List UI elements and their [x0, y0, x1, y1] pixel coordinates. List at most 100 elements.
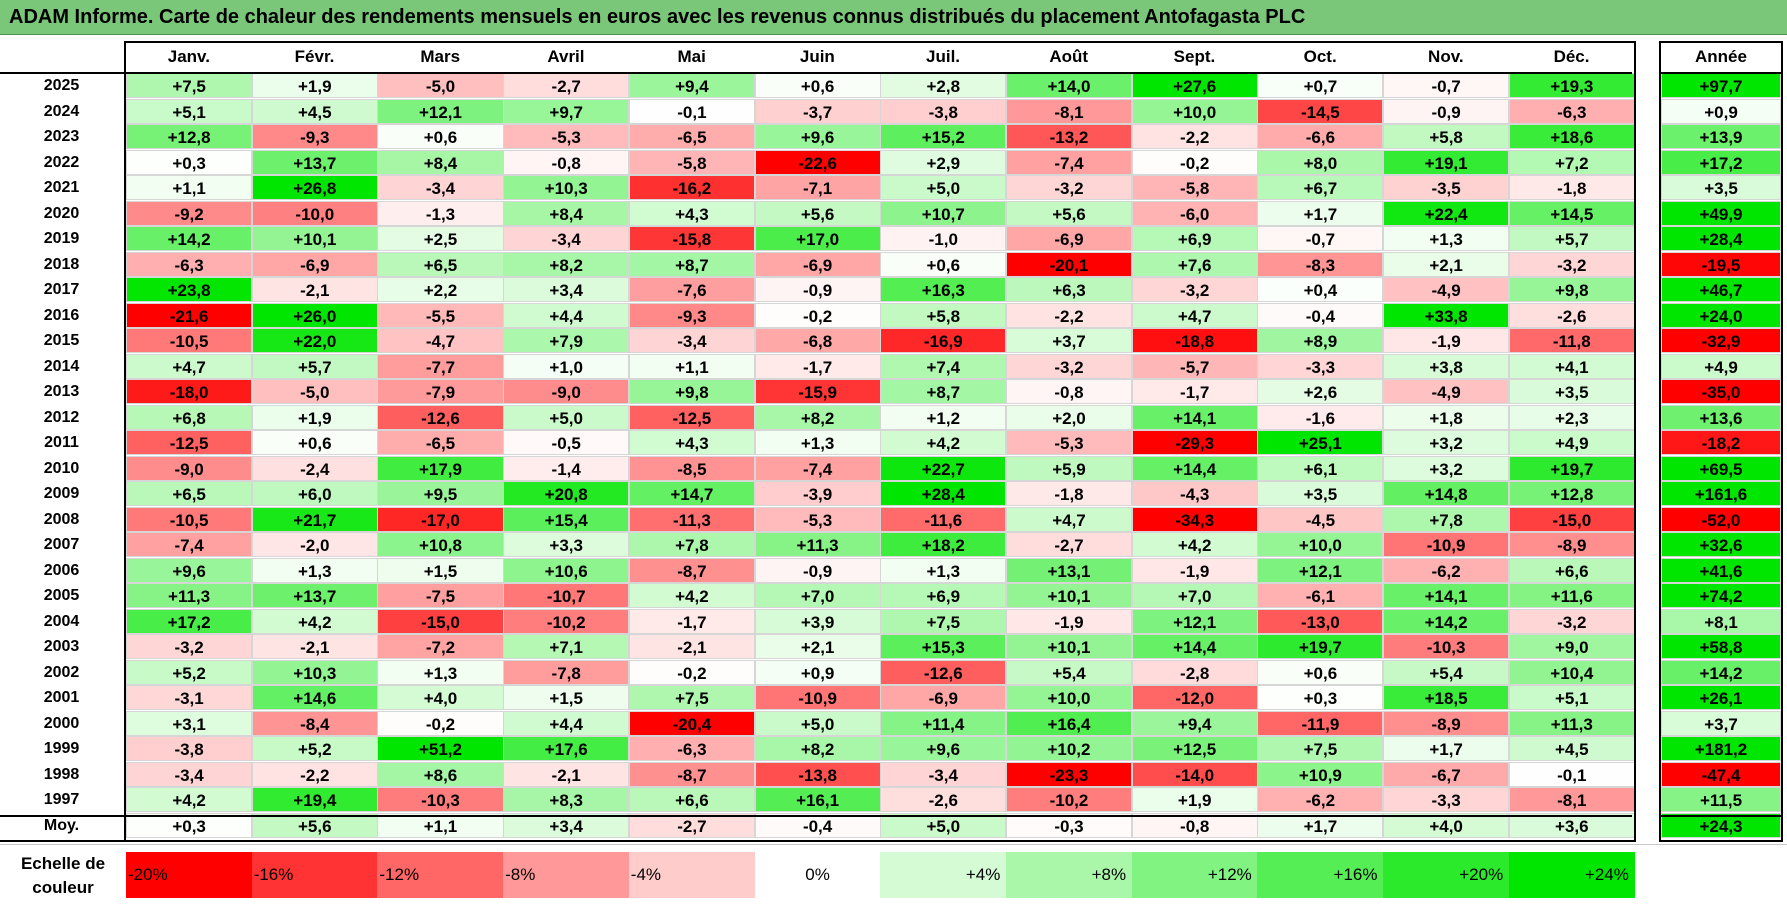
heatmap-cell: -10,7: [503, 583, 630, 608]
month-header: Sept.: [1173, 47, 1216, 66]
avg-cell: +3,4: [503, 813, 630, 838]
heatmap-cell: -17,0: [377, 506, 504, 532]
heatmap-cell: +10,3: [503, 175, 630, 200]
heatmap-cell: +0,6: [251, 430, 378, 455]
heatmap-cell: -1,7: [754, 353, 881, 379]
heatmap-cell: +12,5: [1131, 736, 1258, 761]
heatmap-cell: -3,8: [880, 98, 1007, 124]
heatmap-cell: -0,8: [1005, 379, 1133, 404]
heatmap-cell: +18,5: [1383, 685, 1510, 710]
heatmap-cell: +1,9: [251, 73, 378, 98]
annual-cell: +41,6: [1661, 557, 1781, 583]
color-scale-swatch: -12%: [377, 852, 504, 898]
heatmap-cell: -8,4: [251, 710, 378, 736]
heatmap-cell: -3,5: [1383, 175, 1510, 200]
avg-cell: +5,6: [251, 813, 378, 838]
annual-cell: +28,4: [1661, 226, 1781, 251]
heatmap-cell: +4,3: [628, 430, 755, 455]
heatmap-cell: +15,3: [880, 634, 1007, 659]
heatmap-cell: +5,1: [1508, 685, 1635, 710]
heatmap-cell: +7,5: [126, 73, 253, 98]
heatmap-cell: -3,4: [880, 761, 1007, 787]
avg-cell: +0,3: [126, 813, 253, 838]
heatmap-cell: +11,3: [1508, 710, 1635, 736]
heatmap-cell: +8,4: [503, 200, 630, 226]
heatmap-cell: -0,8: [503, 149, 630, 175]
heatmap-cell: -6,9: [754, 251, 881, 277]
heatmap-cell: -9,3: [628, 302, 755, 328]
heatmap-cell: -12,0: [1131, 685, 1258, 710]
heatmap-cell: -9,0: [126, 455, 253, 481]
chart-title: ADAM Informe. Carte de chaleur des rende…: [9, 6, 1306, 28]
avg-separator-annual: [1659, 814, 1783, 817]
heatmap-cell: -5,8: [1131, 175, 1258, 200]
annual-cell: +181,2: [1661, 736, 1781, 761]
heatmap-cell: +4,3: [628, 200, 755, 226]
heatmap-cell: -9,3: [251, 124, 378, 149]
annual-cell: +69,5: [1661, 455, 1781, 481]
heatmap-cell: -15,9: [754, 379, 881, 404]
heatmap-cell: -20,4: [628, 710, 755, 736]
year-label: 2017: [43, 281, 80, 298]
heatmap-cell: +2,2: [377, 277, 504, 302]
heatmap-cell: -3,4: [628, 328, 755, 353]
heatmap-cell: -2,1: [251, 277, 378, 302]
heatmap-cell: +5,6: [1005, 200, 1133, 226]
heatmap-cell: -10,9: [1383, 532, 1510, 557]
heatmap-cell: +5,0: [880, 175, 1007, 200]
heatmap-cell: +16,1: [754, 787, 881, 812]
heatmap-cell: -6,1: [1257, 583, 1384, 608]
heatmap-cell: -15,8: [628, 226, 755, 251]
heatmap-cell: +3,3: [503, 532, 630, 557]
heatmap-cell: -8,1: [1005, 98, 1133, 124]
month-header: Nov.: [1428, 47, 1464, 66]
heatmap-cell: +14,6: [251, 685, 378, 710]
heatmap-cell: +4,7: [1005, 506, 1133, 532]
heatmap-cell: +19,7: [1508, 455, 1635, 481]
heatmap-cell: +11,3: [754, 532, 881, 557]
heatmap-cell: +9,8: [1508, 277, 1635, 302]
heatmap-cell: +27,6: [1131, 73, 1258, 98]
heatmap-cell: -6,3: [628, 736, 755, 761]
heatmap-cell: +6,0: [251, 481, 378, 506]
color-scale-swatch: -4%: [628, 852, 755, 898]
heatmap-cell: +1,0: [503, 353, 630, 379]
heatmap-cell: +1,7: [1383, 736, 1510, 761]
annual-cell: +3,7: [1661, 710, 1781, 736]
heatmap-cell: -18,8: [1131, 328, 1258, 353]
color-scale-swatch: +12%: [1131, 852, 1258, 898]
heatmap-cell: +9,5: [377, 481, 504, 506]
heatmap-cell: -3,9: [754, 481, 881, 506]
heatmap-cell: -16,9: [880, 328, 1007, 353]
heatmap-cell: +14,8: [1383, 481, 1510, 506]
month-header: Févr.: [294, 47, 335, 66]
avg-cell: -0,4: [754, 813, 881, 838]
year-label: 2013: [43, 383, 80, 400]
heatmap-cell: -8,7: [628, 557, 755, 583]
heatmap-cell: +4,1: [1508, 353, 1635, 379]
heatmap-cell: +8,7: [880, 379, 1007, 404]
heatmap-cell: -7,8: [503, 659, 630, 685]
heatmap-cell: +8,2: [754, 404, 881, 430]
annual-cell: +3,5: [1661, 175, 1781, 200]
heatmap-cell: +0,6: [880, 251, 1007, 277]
heatmap-cell: +5,1: [126, 98, 253, 124]
heatmap-cell: -8,3: [1257, 251, 1384, 277]
heatmap-cell: +14,4: [1131, 634, 1258, 659]
heatmap-cell: +16,3: [880, 277, 1007, 302]
heatmap-cell: -13,0: [1257, 608, 1384, 634]
annual-cell: +26,1: [1661, 685, 1781, 710]
year-label: 2011: [44, 434, 79, 451]
month-header: Mai: [677, 47, 706, 66]
heatmap-cell: -7,4: [126, 532, 253, 557]
heatmap-cell: +1,5: [503, 685, 630, 710]
heatmap-cell: +5,2: [251, 736, 378, 761]
heatmap-cell: +19,3: [1508, 73, 1635, 98]
heatmap-cell: +1,1: [628, 353, 755, 379]
heatmap-cell: -6,9: [1005, 226, 1133, 251]
color-scale-swatch: -8%: [503, 852, 630, 898]
heatmap-cell: -14,0: [1131, 761, 1258, 787]
header-separator-annual: [1659, 72, 1783, 74]
year-label: 2012: [43, 408, 80, 426]
heatmap-cell: -0,7: [1383, 73, 1510, 98]
